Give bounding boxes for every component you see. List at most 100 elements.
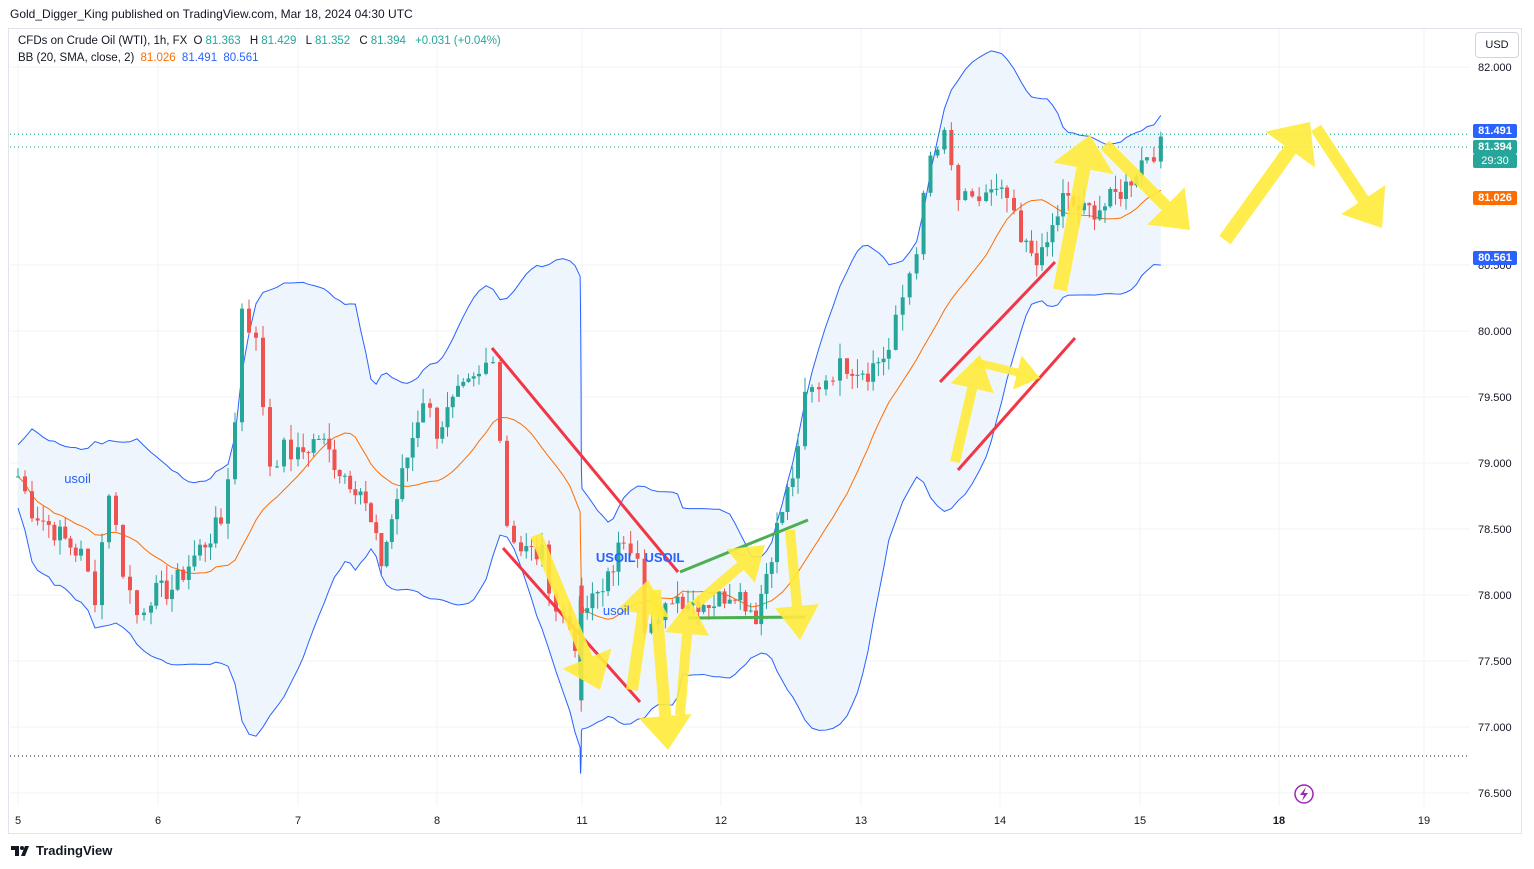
candle-body bbox=[796, 446, 800, 479]
candle-body bbox=[1040, 247, 1044, 266]
yellow-arrow bbox=[950, 355, 994, 464]
candle-body bbox=[35, 518, 40, 521]
lightning-icon bbox=[1300, 787, 1308, 801]
candle-body bbox=[942, 129, 947, 150]
candle-body bbox=[790, 478, 795, 488]
candle-body bbox=[107, 495, 111, 543]
candle-body bbox=[1050, 225, 1055, 243]
symbol-legend[interactable]: CFDs on Crude Oil (WTI), 1h, FX O 81.363 … bbox=[18, 35, 504, 47]
candle-body bbox=[738, 592, 743, 601]
candle-body bbox=[670, 603, 675, 605]
candle-body bbox=[534, 546, 539, 560]
candle-body bbox=[691, 601, 696, 606]
candle-body bbox=[1113, 188, 1118, 192]
candle-body bbox=[421, 403, 426, 423]
bb-lower-value: 80.561 bbox=[223, 52, 259, 64]
candle-body bbox=[803, 391, 807, 447]
candle-body bbox=[635, 553, 640, 559]
candle-body bbox=[722, 591, 727, 604]
close-value: 81.394 bbox=[370, 35, 406, 47]
candle-body bbox=[999, 187, 1004, 189]
x-tick-label: 14 bbox=[994, 815, 1006, 827]
candle-body bbox=[585, 608, 590, 613]
candle-body bbox=[1103, 206, 1107, 211]
trend-line bbox=[679, 518, 809, 574]
candle-body bbox=[1066, 193, 1071, 196]
x-tick-label: 7 bbox=[295, 815, 301, 827]
candle-body bbox=[128, 576, 132, 591]
candle-body bbox=[871, 363, 876, 382]
candle-body bbox=[192, 555, 197, 567]
candle-body bbox=[1124, 181, 1128, 199]
candle-body bbox=[580, 607, 584, 613]
low-label: L bbox=[305, 35, 312, 47]
annotation-label: usoil bbox=[64, 471, 91, 486]
symbol-name: CFDs on Crude Oil (WTI), 1h, FX bbox=[18, 35, 188, 47]
candle-body bbox=[30, 491, 34, 519]
currency-button[interactable]: USD bbox=[1475, 32, 1519, 58]
yellow-arrow bbox=[1100, 140, 1190, 230]
close-label: C bbox=[359, 35, 368, 47]
candle-body bbox=[186, 566, 191, 580]
candle-body bbox=[831, 380, 835, 382]
x-tick-label: 6 bbox=[155, 815, 161, 827]
candle-body bbox=[456, 385, 460, 397]
candle-body bbox=[79, 548, 83, 556]
candle-body bbox=[400, 468, 405, 500]
candle-body bbox=[994, 188, 999, 190]
candle-body bbox=[461, 381, 466, 386]
candle-body bbox=[63, 526, 68, 539]
bb-legend[interactable]: BB (20, SMA, close, 2) 81.026 81.491 80.… bbox=[18, 52, 262, 64]
candle-body bbox=[58, 526, 62, 541]
candle-body bbox=[337, 469, 342, 477]
candle-body bbox=[838, 358, 842, 381]
candle-body bbox=[824, 380, 828, 390]
y-tick-label: 78.500 bbox=[1478, 524, 1512, 536]
brand-label: TradingView bbox=[36, 843, 113, 858]
candle-body bbox=[428, 403, 433, 408]
candle-body bbox=[213, 517, 218, 544]
x-tick-label: 15 bbox=[1134, 815, 1146, 827]
candle-body bbox=[142, 612, 146, 616]
candle-body bbox=[208, 543, 213, 548]
chart-frame[interactable] bbox=[8, 28, 1522, 834]
yellow-arrow bbox=[974, 355, 1040, 390]
candle-body bbox=[342, 475, 347, 477]
candle-body bbox=[86, 548, 90, 572]
candle-body bbox=[282, 439, 286, 467]
basis-tag: 81.026 bbox=[1473, 191, 1517, 205]
candle-body bbox=[491, 362, 495, 364]
candle-body bbox=[332, 449, 337, 470]
tradingview-logo[interactable]: TradingView bbox=[10, 843, 112, 858]
candle-body bbox=[1012, 197, 1016, 211]
candle-body bbox=[701, 605, 706, 612]
candle-body bbox=[68, 538, 73, 548]
candle-body bbox=[379, 533, 384, 567]
y-tick-label: 78.000 bbox=[1478, 590, 1512, 602]
candle-body bbox=[1139, 160, 1144, 177]
bollinger-fill bbox=[18, 50, 1161, 774]
candle-body bbox=[219, 517, 223, 524]
candle-body bbox=[733, 599, 737, 601]
candle-body bbox=[519, 542, 523, 552]
candle-body bbox=[410, 438, 415, 458]
candle-body bbox=[1092, 205, 1097, 220]
candle-body bbox=[616, 542, 621, 572]
candle-body bbox=[1005, 187, 1009, 198]
annotation-label: USOIL bbox=[645, 550, 685, 565]
candle-body bbox=[254, 332, 258, 338]
candle-body bbox=[322, 438, 327, 440]
candle-body bbox=[1118, 191, 1123, 199]
candle-body bbox=[395, 499, 400, 520]
candle-body bbox=[524, 546, 529, 552]
candle-body bbox=[900, 297, 905, 315]
annotation-label: usoil bbox=[603, 603, 630, 618]
candle-body bbox=[512, 525, 516, 543]
yellow-arrow bbox=[1310, 124, 1386, 228]
candle-body bbox=[240, 308, 244, 423]
candle-body bbox=[743, 592, 748, 612]
candle-body bbox=[1129, 181, 1134, 186]
lower-band-tag: 80.561 bbox=[1473, 251, 1517, 265]
candle-body bbox=[327, 438, 332, 450]
